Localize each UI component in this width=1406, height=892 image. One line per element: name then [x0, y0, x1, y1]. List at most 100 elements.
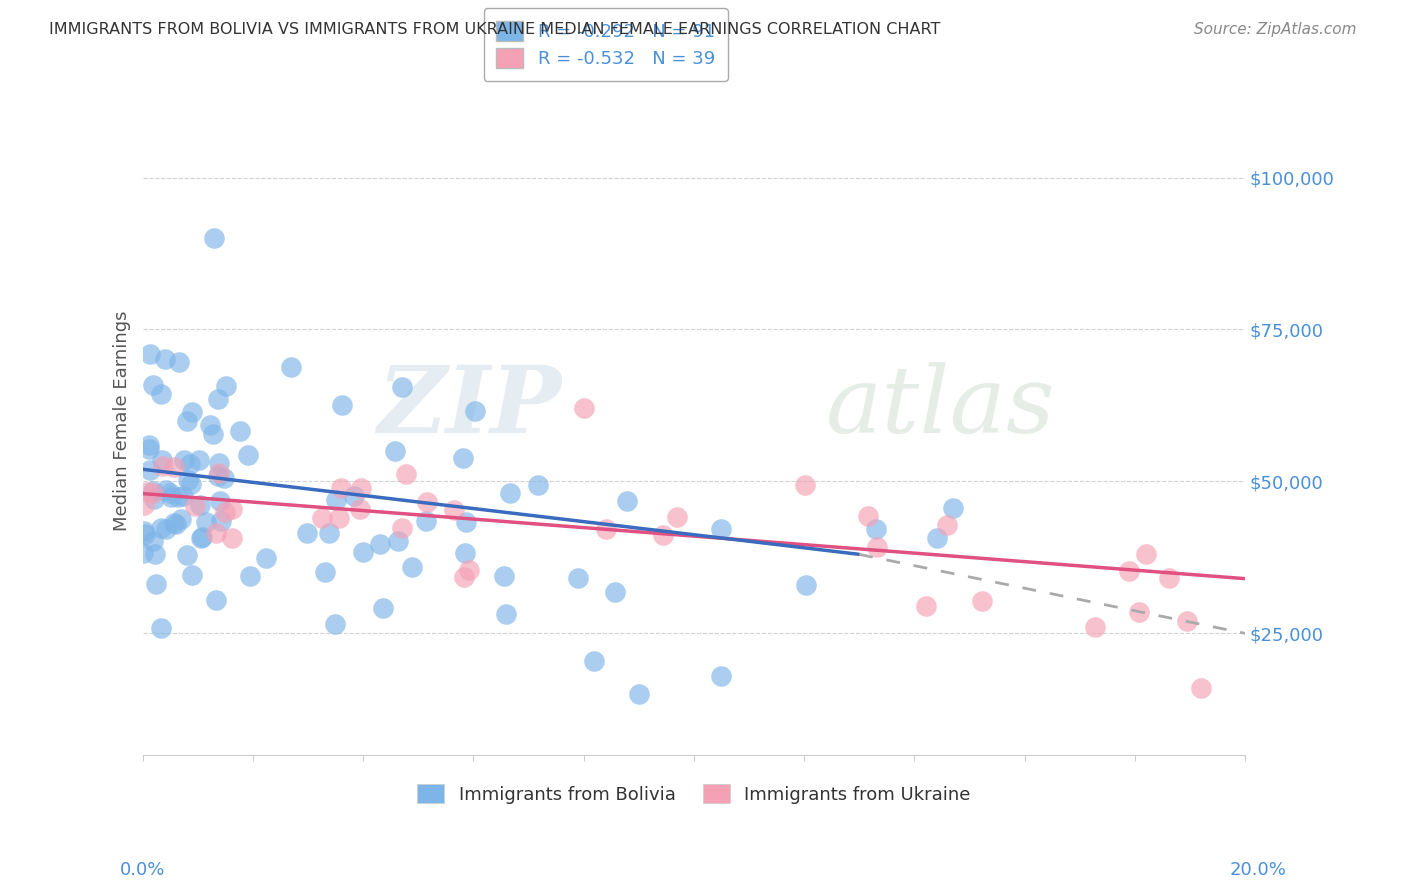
Point	[572, 401, 595, 416]
Point	[209, 514, 232, 528]
Point	[972, 594, 994, 608]
Point	[142, 485, 165, 500]
Point	[139, 347, 162, 361]
Point	[215, 379, 238, 393]
Text: ZIP: ZIP	[377, 362, 561, 452]
Text: 20.0%: 20.0%	[1230, 861, 1286, 879]
Text: atlas: atlas	[827, 362, 1056, 452]
Point	[295, 526, 318, 541]
Point	[368, 536, 391, 550]
Point	[239, 569, 262, 583]
Point	[1175, 614, 1198, 628]
Point	[132, 545, 155, 559]
Point	[134, 526, 156, 541]
Point	[221, 502, 243, 516]
Point	[135, 484, 157, 499]
Point	[794, 578, 817, 592]
Point	[138, 442, 160, 457]
Point	[387, 533, 409, 548]
Point	[169, 512, 191, 526]
Point	[349, 481, 371, 495]
Y-axis label: Median Female Earnings: Median Female Earnings	[114, 310, 131, 531]
Point	[205, 592, 228, 607]
Point	[603, 584, 626, 599]
Point	[1189, 681, 1212, 695]
Point	[207, 469, 229, 483]
Point	[1118, 564, 1140, 578]
Point	[352, 545, 374, 559]
Point	[391, 380, 413, 394]
Point	[163, 460, 186, 475]
Point	[152, 458, 174, 473]
Point	[256, 551, 278, 566]
Point	[202, 231, 225, 245]
Point	[142, 484, 165, 499]
Point	[208, 466, 231, 480]
Point	[238, 449, 260, 463]
Point	[201, 427, 224, 442]
Point	[177, 473, 200, 487]
Point	[349, 502, 371, 516]
Point	[856, 509, 879, 524]
Point	[454, 546, 477, 560]
Point	[495, 607, 517, 622]
Point	[710, 669, 733, 683]
Point	[229, 424, 252, 438]
Point	[190, 530, 212, 544]
Point	[139, 463, 162, 477]
Point	[155, 522, 177, 536]
Point	[453, 569, 475, 583]
Point	[325, 616, 347, 631]
Point	[181, 405, 204, 419]
Point	[208, 456, 231, 470]
Point	[652, 528, 675, 542]
Point	[866, 540, 889, 554]
Point	[415, 514, 437, 528]
Point	[583, 654, 606, 668]
Point	[616, 494, 638, 508]
Point	[172, 489, 194, 503]
Point	[330, 398, 353, 412]
Point	[207, 392, 229, 406]
Point	[149, 521, 172, 535]
Point	[457, 563, 479, 577]
Point	[188, 498, 211, 512]
Point	[415, 495, 437, 509]
Point	[329, 481, 352, 495]
Point	[492, 568, 515, 582]
Point	[150, 452, 173, 467]
Point	[1135, 548, 1157, 562]
Point	[456, 515, 478, 529]
Point	[1128, 605, 1150, 619]
Point	[627, 687, 650, 701]
Point	[142, 491, 165, 506]
Point	[318, 526, 340, 541]
Point	[212, 471, 235, 485]
Point	[142, 378, 165, 392]
Point	[927, 531, 949, 545]
Point	[865, 522, 887, 536]
Point	[936, 517, 959, 532]
Point	[163, 516, 186, 530]
Point	[384, 443, 406, 458]
Point	[595, 522, 617, 536]
Point	[710, 522, 733, 536]
Point	[143, 547, 166, 561]
Point	[401, 560, 423, 574]
Point	[138, 438, 160, 452]
Point	[214, 505, 236, 519]
Point	[132, 498, 155, 512]
Point	[464, 403, 486, 417]
Point	[527, 478, 550, 492]
Point	[311, 511, 333, 525]
Text: IMMIGRANTS FROM BOLIVIA VS IMMIGRANTS FROM UKRAINE MEDIAN FEMALE EARNINGS CORREL: IMMIGRANTS FROM BOLIVIA VS IMMIGRANTS FR…	[49, 22, 941, 37]
Text: Source: ZipAtlas.com: Source: ZipAtlas.com	[1194, 22, 1357, 37]
Point	[209, 494, 232, 508]
Point	[195, 515, 218, 529]
Point	[1157, 571, 1180, 585]
Point	[1084, 620, 1107, 634]
Point	[328, 511, 350, 525]
Point	[915, 599, 938, 613]
Point	[132, 524, 155, 538]
Point	[181, 568, 204, 582]
